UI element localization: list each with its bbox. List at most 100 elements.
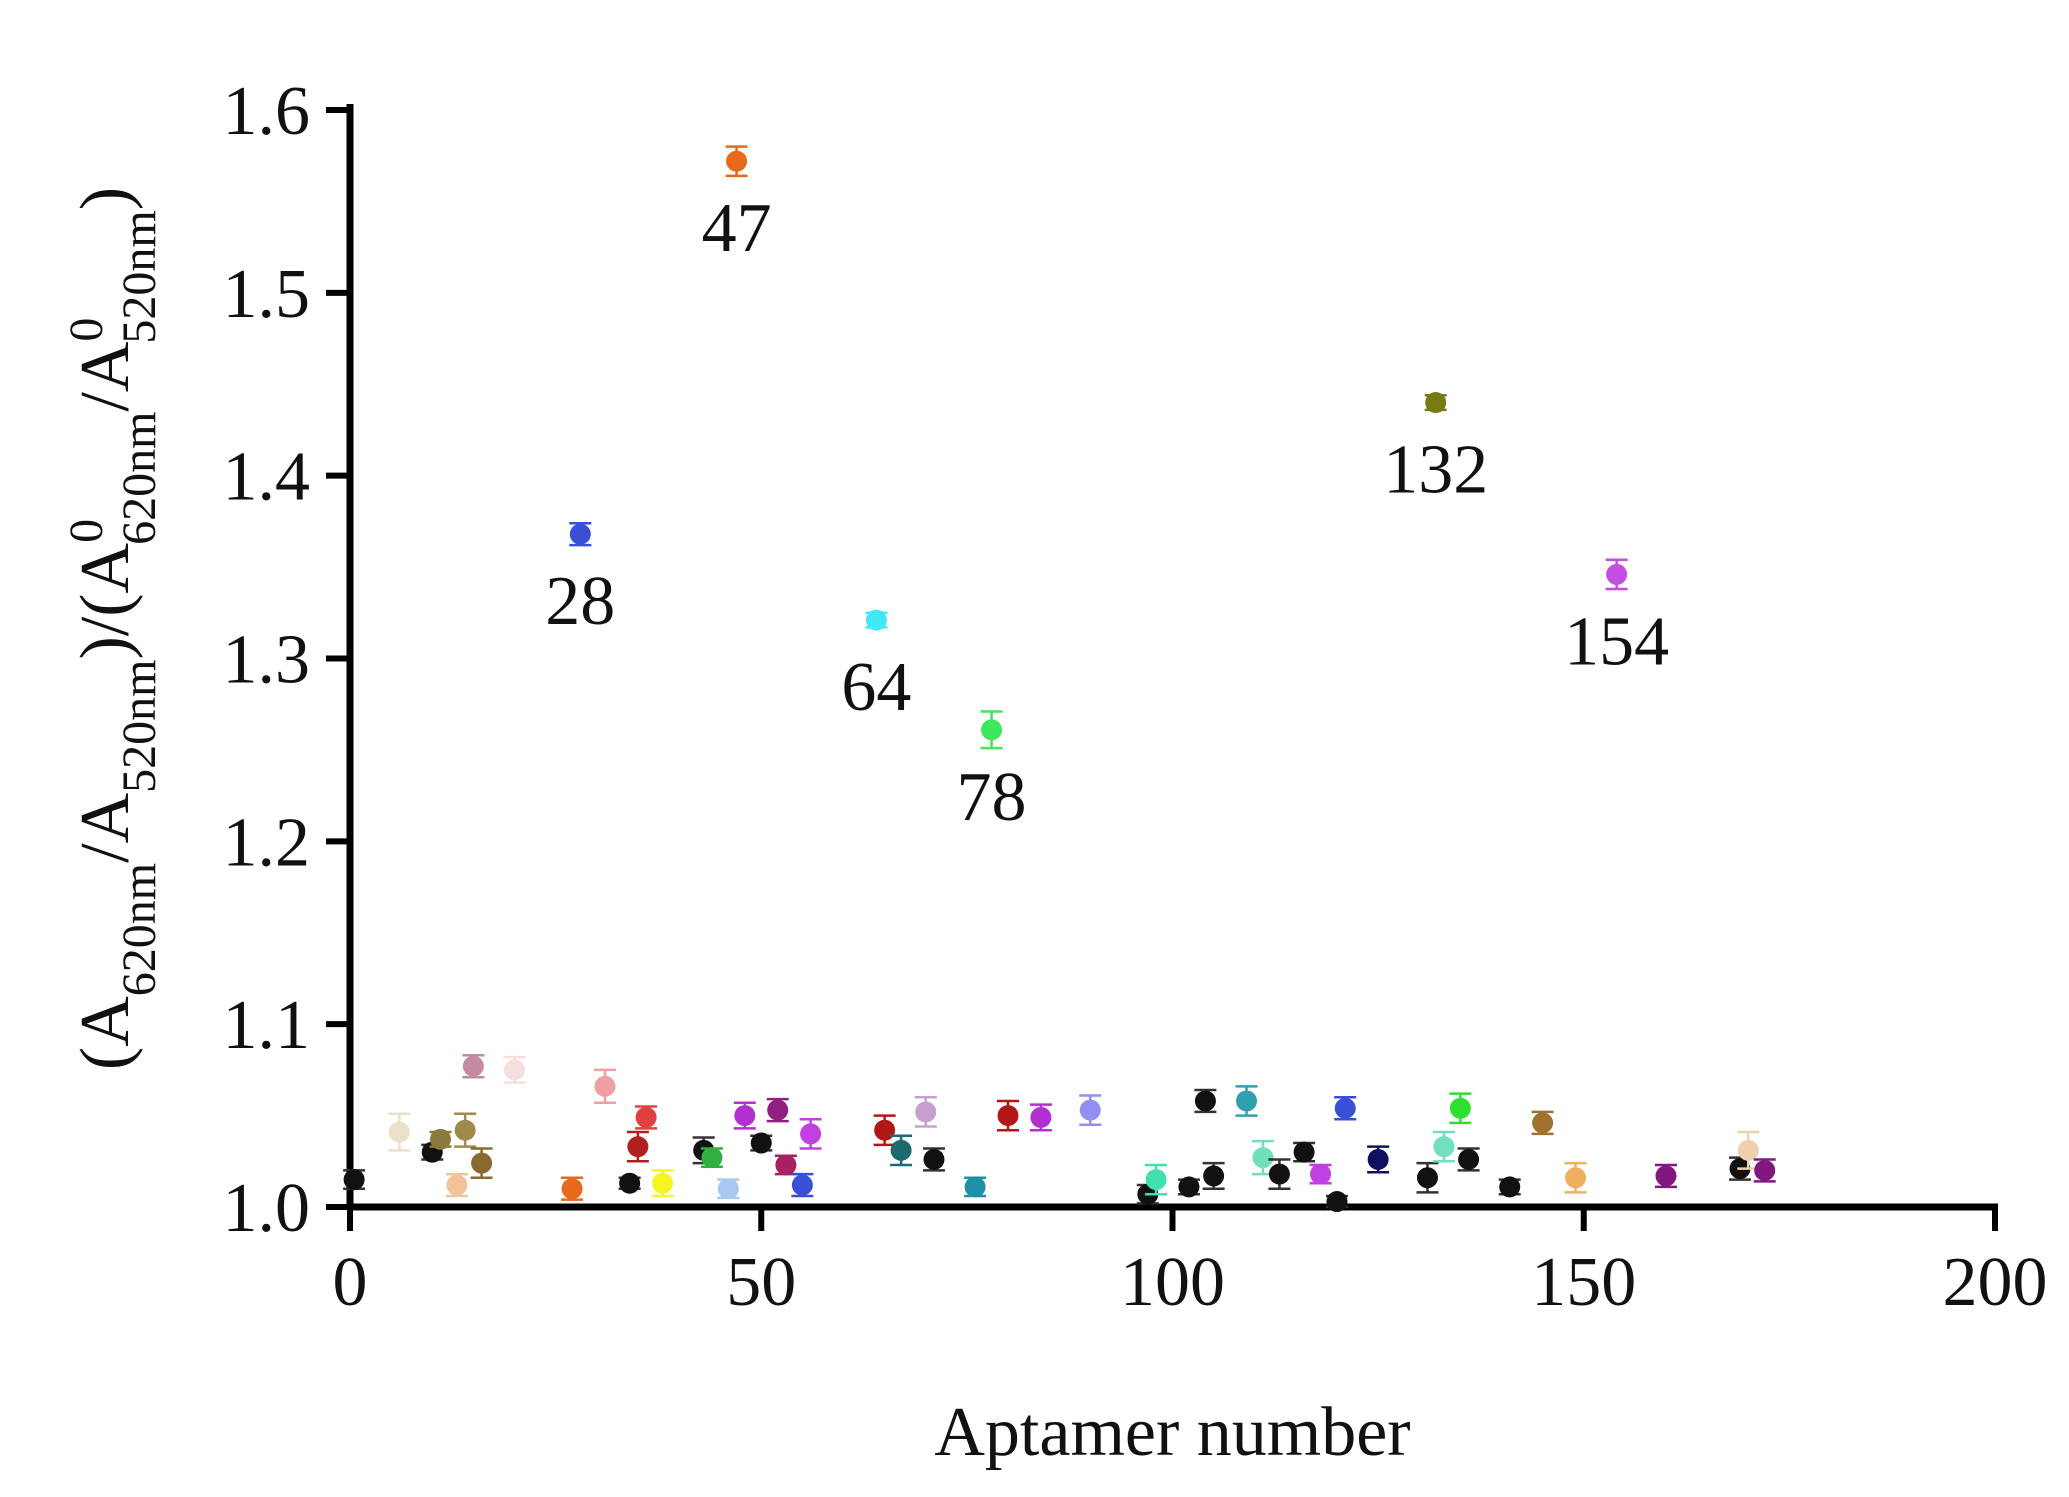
data-point (1457, 1147, 1480, 1172)
point-marker (1194, 1090, 1216, 1112)
x-tick-label: 50 (726, 1244, 796, 1321)
point-marker (504, 1059, 525, 1081)
data-point (343, 1169, 366, 1191)
data-point (445, 1172, 468, 1198)
point-marker (388, 1121, 410, 1143)
point-marker (1416, 1167, 1438, 1189)
point-marker (1458, 1148, 1480, 1170)
data-point (470, 1147, 493, 1179)
point-marker (471, 1152, 493, 1174)
point-marker (1145, 1169, 1167, 1191)
data-points (343, 145, 1776, 1213)
data-point (503, 1055, 526, 1084)
data-point (997, 1099, 1019, 1132)
point-marker (865, 609, 887, 631)
point-marker (767, 1099, 789, 1121)
x-tick-label: 100 (1120, 1244, 1225, 1321)
data-point (1202, 1161, 1225, 1190)
point-marker (1532, 1112, 1554, 1134)
data-point (700, 1147, 723, 1169)
point-marker (561, 1178, 583, 1200)
data-point (799, 1117, 822, 1150)
point-marker (1754, 1159, 1776, 1181)
data-point (1251, 1139, 1274, 1176)
data-point (750, 1132, 773, 1154)
data-point (1293, 1141, 1316, 1163)
point-marker (1268, 1163, 1290, 1185)
point-marker (874, 1119, 896, 1141)
point-marker (1326, 1191, 1348, 1213)
point-annotations: 47 28 64 78 132 154 (545, 190, 1669, 836)
point-marker (791, 1174, 813, 1196)
axes (346, 104, 1998, 1211)
y-tick-label: 1.6 (223, 73, 311, 150)
point-marker (1606, 563, 1628, 585)
point-marker (1252, 1147, 1274, 1169)
data-point (1177, 1176, 1200, 1198)
data-point (1309, 1163, 1332, 1185)
data-point (873, 1114, 896, 1147)
point-marker (800, 1123, 822, 1145)
data-point (914, 1096, 937, 1128)
data-point (1655, 1163, 1677, 1189)
point-marker (997, 1105, 1019, 1127)
y-tick-label: 1.3 (223, 622, 311, 699)
point-marker (594, 1075, 616, 1097)
data-point (593, 1068, 616, 1105)
point-marker (1367, 1148, 1389, 1170)
data-point (725, 145, 748, 178)
data-point (1737, 1130, 1760, 1170)
data-point (1449, 1092, 1472, 1125)
point-marker (701, 1147, 723, 1169)
point-marker (1425, 392, 1447, 414)
data-point (1564, 1161, 1587, 1194)
point-marker (652, 1172, 674, 1194)
point-marker (635, 1106, 657, 1128)
point-annotation: 47 (702, 190, 772, 267)
data-point (1367, 1145, 1390, 1174)
data-point (1432, 1130, 1455, 1163)
x-tick-label: 0 (333, 1244, 368, 1321)
data-point (1531, 1110, 1554, 1136)
point-marker (462, 1055, 484, 1077)
point-marker (890, 1139, 912, 1161)
x-axis-title: Aptamer number (934, 1394, 1410, 1471)
data-point (1029, 1103, 1052, 1132)
point-marker (1030, 1106, 1052, 1128)
data-point (1424, 392, 1447, 414)
data-point (1326, 1191, 1348, 1213)
data-point (561, 1176, 584, 1201)
data-point (1145, 1163, 1168, 1196)
point-marker (923, 1148, 945, 1170)
point-marker (1499, 1176, 1521, 1198)
point-marker (1737, 1139, 1759, 1161)
data-point (1416, 1161, 1439, 1194)
data-point (651, 1169, 674, 1198)
data-point (717, 1178, 740, 1200)
data-point (980, 710, 1003, 750)
y-tick-label: 1.0 (223, 1170, 311, 1247)
point-marker (775, 1154, 797, 1176)
data-point (733, 1101, 756, 1130)
point-marker (750, 1132, 772, 1154)
point-annotation: 154 (1564, 603, 1669, 680)
data-point (1079, 1094, 1102, 1126)
data-point (1194, 1088, 1217, 1114)
point-marker (343, 1169, 365, 1191)
x-tick-label: 200 (1943, 1244, 2048, 1321)
data-point (462, 1053, 485, 1079)
data-point (618, 1172, 641, 1194)
data-point (1605, 558, 1628, 591)
data-point (626, 1130, 649, 1163)
data-point (388, 1112, 411, 1152)
data-point (1753, 1158, 1776, 1183)
y-tick-label: 1.4 (223, 439, 311, 516)
point-marker (717, 1178, 739, 1200)
point-marker (1565, 1167, 1587, 1189)
y-tick-label: 1.2 (223, 804, 311, 881)
data-point (890, 1134, 913, 1167)
point-marker (726, 150, 748, 172)
data-point (865, 609, 888, 631)
